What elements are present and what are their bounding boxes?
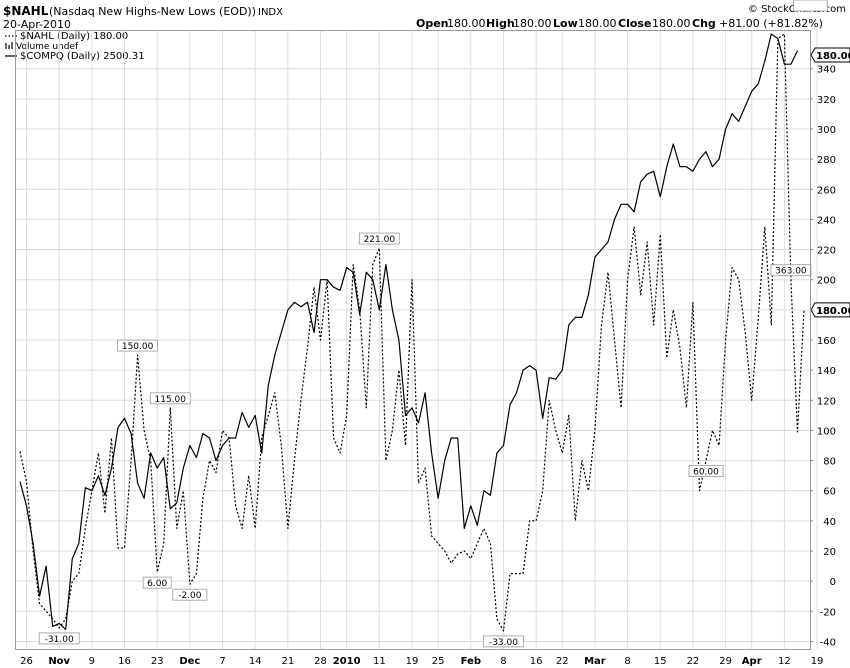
open-value: 180.00 — [447, 17, 486, 30]
compq-last-value: 180.00 — [816, 51, 850, 62]
annotation-label: 6.00 — [147, 579, 167, 589]
x-tick-label: Apr — [742, 656, 762, 667]
annotation-label: 221.00 — [364, 235, 396, 245]
nahl-series-line — [19, 33, 805, 632]
y-tick-label: 0 — [830, 577, 836, 588]
y-tick-label: 220 — [817, 246, 836, 257]
y-tick-label: 140 — [817, 366, 836, 377]
annotation-box — [358, 232, 400, 245]
compq-last-tag: 180.00 — [810, 47, 850, 63]
y-tick-label: 340 — [817, 65, 836, 76]
x-tick-label: Mar — [584, 656, 606, 667]
plot-frame — [15, 30, 811, 650]
high-label: High — [486, 17, 515, 30]
x-tick-label: 28 — [314, 656, 327, 667]
y-tick-label: 60 — [823, 487, 836, 498]
y-tick-label: 260 — [817, 185, 836, 196]
y-tick-label: 200 — [817, 276, 836, 287]
annotation-box — [149, 392, 191, 405]
x-tick-label: 16 — [118, 656, 131, 667]
low-label: Low — [553, 17, 578, 30]
x-tick-label: 25 — [432, 656, 445, 667]
close-label: Close — [618, 17, 651, 30]
y-tick-label: 120 — [817, 396, 836, 407]
x-tick-label: 2010 — [333, 656, 361, 667]
x-tick-label: 14 — [249, 656, 262, 667]
x-tick-label: 8 — [500, 656, 506, 667]
x-tick-label: 22 — [556, 656, 569, 667]
x-tick-label: Feb — [461, 656, 481, 667]
x-tick-label: Dec — [179, 656, 200, 667]
y-tick-label: 160 — [817, 336, 836, 347]
ohlc-readout: Open 180.00 High 180.00 Low 180.00 Close… — [416, 17, 823, 30]
annotation-box — [172, 588, 208, 601]
exchange-label: INDX — [258, 7, 283, 18]
legend: $NAHL (Daily) 180.00 Volume undef $COMPQ… — [5, 31, 145, 62]
annotation-box — [688, 465, 724, 477]
x-axis: 26 Nov 9 16 23 Dec 7 14 21 28 2010 11 19 25 Feb 8 16 22 Ma… — [20, 656, 823, 667]
nahl-last-tag: 180.00 — [810, 302, 850, 318]
x-tick-label: 21 — [281, 656, 294, 667]
open-label: Open — [416, 17, 449, 30]
x-tick-label: 26 — [20, 656, 33, 667]
annotation-box — [38, 632, 80, 645]
grid — [16, 31, 818, 649]
nahl-last-tag-box — [810, 302, 850, 318]
y-tick-label: 240 — [817, 215, 836, 226]
y-tick-label: 300 — [817, 125, 836, 136]
x-tick-label: 7 — [219, 656, 225, 667]
legend-compq: $COMPQ (Daily) 2500.31 — [20, 51, 145, 62]
y-tick-label: -20 — [820, 607, 836, 618]
y-axis: -40 -20 0 20 40 60 80 100 120 140 160 180 200 220 240 2… — [810, 65, 836, 648]
chg-value: +81.00 (+81.82%) — [719, 17, 823, 30]
x-tick-label: 16 — [530, 656, 543, 667]
chart-date: 20-Apr-2010 — [3, 18, 71, 31]
nahl-last-value: 180.00 — [816, 306, 850, 317]
y-tick-label: 80 — [823, 457, 836, 468]
x-tick-label: Nov — [48, 656, 70, 667]
volume-icon — [5, 42, 13, 49]
y-tick-label: 180 — [817, 306, 836, 317]
symbol-description: (Nasdaq New Highs-New Lows (EOD)) — [49, 5, 256, 18]
y-tick-label: 20 — [823, 547, 836, 558]
legend-nahl: $NAHL (Daily) 180.00 — [20, 31, 128, 42]
annotation-box — [483, 635, 524, 648]
x-tick-label: 12 — [778, 656, 791, 667]
annotation-label: -31.00 — [45, 635, 74, 645]
y-tick-label: -40 — [820, 637, 836, 648]
annotation-box — [142, 576, 172, 589]
x-tick-label: 9 — [89, 656, 95, 667]
annotation-label: -2.00 — [178, 591, 202, 601]
annotation-label: 115.00 — [155, 395, 187, 405]
annotation-box — [793, 0, 828, 12]
annotation-label: 363.00 — [775, 267, 807, 277]
annotation-label: 150.00 — [122, 342, 154, 352]
x-tick-label: 11 — [373, 656, 386, 667]
annotation-box — [117, 339, 158, 352]
high-value: 180.00 — [513, 17, 552, 30]
x-tick-label: 19 — [406, 656, 419, 667]
y-tick-label: 100 — [817, 426, 836, 437]
low-value: 180.00 — [578, 17, 617, 30]
y-tick-label: 280 — [817, 155, 836, 166]
series-lines — [19, 33, 805, 632]
y-tick-label: 320 — [817, 95, 836, 106]
x-tick-label: 23 — [151, 656, 164, 667]
x-tick-label: 19 — [811, 656, 824, 667]
y-tick-label: 40 — [823, 517, 836, 528]
x-tick-label: 29 — [719, 656, 732, 667]
chg-label: Chg — [692, 17, 716, 30]
x-tick-label: 22 — [687, 656, 700, 667]
symbol-title: $NAHL — [3, 4, 49, 18]
x-tick-label: 15 — [654, 656, 667, 667]
x-tick-label: 8 — [624, 656, 630, 667]
close-value: 180.00 — [652, 17, 691, 30]
annotation-label: 99.00 — [798, 0, 824, 3]
legend-volume: Volume undef — [16, 42, 79, 52]
annotation-label: -33.00 — [489, 638, 518, 648]
annotation-label: 60.00 — [693, 468, 719, 478]
point-annotations: -31.00 150.00 6.00 115.00 -2.00 221.00 -33.00 6… — [38, 0, 850, 648]
compq-series-line — [19, 33, 799, 631]
